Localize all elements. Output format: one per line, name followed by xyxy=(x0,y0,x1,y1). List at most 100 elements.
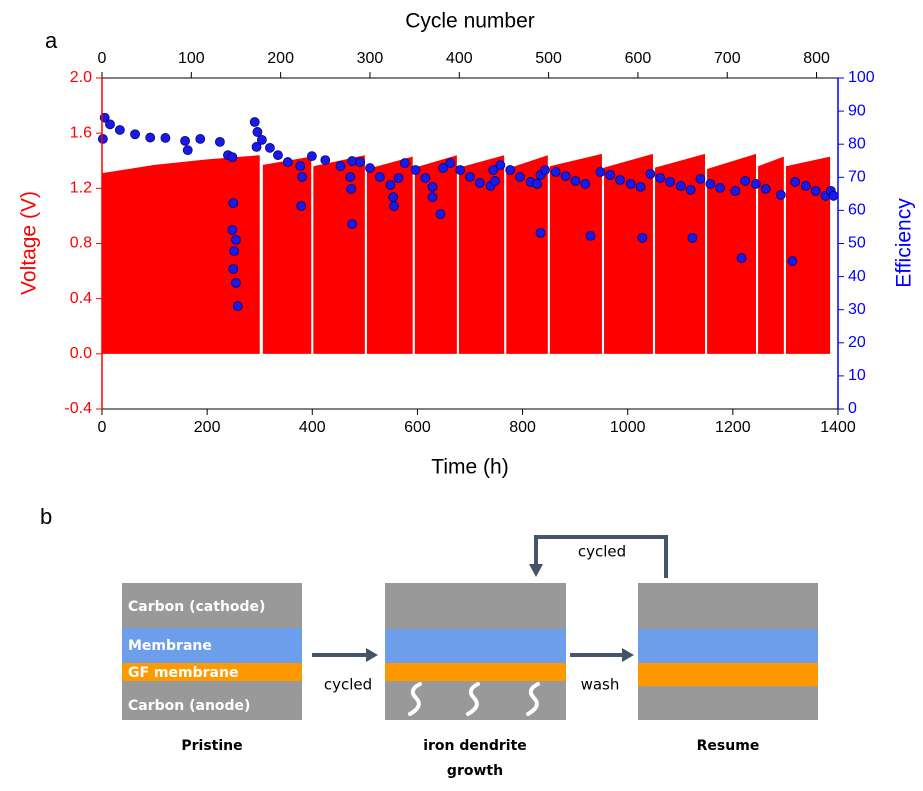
efficiency-point xyxy=(775,189,786,200)
efficiency-point xyxy=(435,209,446,219)
efficiency-point xyxy=(231,277,241,288)
panel-label: b xyxy=(40,504,52,529)
y-tick-label: 0.0 xyxy=(70,345,92,362)
x2-tick-label: 800 xyxy=(803,50,830,67)
x2-tick-label: 600 xyxy=(625,50,652,67)
efficiency-point xyxy=(256,134,267,145)
x-tick-label: 200 xyxy=(194,419,221,436)
x-tick-label: 800 xyxy=(509,419,536,436)
efficiency-point xyxy=(445,158,456,168)
x2-tick-label: 700 xyxy=(714,50,741,67)
layer-gf xyxy=(385,663,566,681)
efficiency-point xyxy=(231,234,241,245)
arrow-label: cycled xyxy=(324,676,372,694)
panel-label: a xyxy=(45,28,58,53)
stage-caption: Pristine xyxy=(181,738,242,754)
efficiency-point xyxy=(399,158,410,168)
efficiency-point xyxy=(97,134,108,144)
efficiency-point xyxy=(393,173,404,183)
diagram: b Carbon (cathode) Membrane GF membrane … xyxy=(40,504,818,779)
layer-membrane xyxy=(385,629,566,663)
x-tick-label: 1200 xyxy=(715,419,751,436)
efficiency-point xyxy=(655,173,666,183)
y-tick-label: 1.6 xyxy=(70,124,92,141)
x-tick-label: 600 xyxy=(404,419,431,436)
x2-tick-label: 100 xyxy=(178,50,205,67)
efficiency-point xyxy=(750,179,761,189)
y-tick-label: 0.8 xyxy=(70,235,92,252)
dendrites xyxy=(408,682,540,716)
x2-tick-label: 300 xyxy=(357,50,384,67)
efficiency-point xyxy=(227,225,238,235)
y2-tick-label: 60 xyxy=(848,202,866,219)
efficiency-point xyxy=(736,253,747,263)
y2-tick-label: 40 xyxy=(848,268,866,285)
efficiency-point xyxy=(355,157,366,167)
efficiency-point xyxy=(685,184,696,195)
efficiency-point xyxy=(273,150,283,161)
efficiency-point xyxy=(585,230,596,241)
y2-tick-label: 0 xyxy=(848,400,857,417)
efficiency-point xyxy=(296,201,307,211)
efficiency-point xyxy=(251,141,262,152)
x-tick-label: 0 xyxy=(98,419,107,436)
efficiency-point xyxy=(388,192,399,203)
efficiency-point xyxy=(535,228,546,238)
layer-label: GF membrane xyxy=(128,665,238,681)
arrow-head xyxy=(622,648,634,662)
efficiency-point xyxy=(637,232,648,243)
efficiency-point xyxy=(715,182,725,193)
efficiency-point xyxy=(595,167,606,177)
efficiency-point xyxy=(215,136,225,147)
efficiency-point xyxy=(282,157,293,167)
stage-caption: iron dendrite xyxy=(423,738,527,754)
efficiency-point xyxy=(675,181,686,191)
efficiency-point xyxy=(385,180,396,190)
efficiency-point xyxy=(605,170,616,180)
y2-axis-title: Efficiency xyxy=(893,198,916,288)
layer-gf xyxy=(638,663,818,686)
x2-tick-label: 500 xyxy=(535,50,562,67)
efficiency-point xyxy=(760,183,771,194)
x2-tick-label: 200 xyxy=(267,50,294,67)
stage-caption: growth xyxy=(447,763,503,779)
efficiency-point xyxy=(295,161,306,171)
layer-label: Carbon (anode) xyxy=(128,698,250,714)
x-tick-label: 1400 xyxy=(820,419,856,436)
efficiency-point xyxy=(410,165,421,175)
efficiency-point xyxy=(345,172,356,182)
y2-tick-label: 70 xyxy=(848,169,866,186)
y2-tick-label: 90 xyxy=(848,102,866,119)
efficiency-point xyxy=(580,179,591,189)
efficiency-point xyxy=(665,177,675,187)
efficiency-point xyxy=(515,172,525,182)
efficiency-point xyxy=(550,167,561,177)
efficiency-point xyxy=(705,179,716,189)
efficiency-point xyxy=(320,155,331,165)
efficiency-point xyxy=(687,232,698,243)
arrow-head xyxy=(366,648,378,662)
efficiency-point xyxy=(490,176,500,186)
efficiency-point xyxy=(114,125,125,135)
efficiency-point xyxy=(249,117,260,127)
efficiency-point xyxy=(790,177,801,187)
layer-cathode xyxy=(638,583,818,629)
efficiency-point xyxy=(810,185,821,196)
efficiency-point xyxy=(160,133,171,143)
efficiency-point xyxy=(560,171,571,181)
efficiency-point xyxy=(828,190,839,201)
voltage-area xyxy=(102,153,831,354)
layer-gf xyxy=(122,663,302,681)
layer-anode xyxy=(638,686,818,720)
efficiency-point xyxy=(227,152,238,163)
efficiency-point xyxy=(180,135,190,146)
efficiency-point xyxy=(265,142,275,153)
efficiency-point xyxy=(455,165,466,175)
loop-arrow xyxy=(534,535,668,578)
layer-label: Carbon (cathode) xyxy=(128,599,265,615)
efficiency-point xyxy=(335,161,346,171)
efficiency-point xyxy=(800,181,811,191)
efficiency-point xyxy=(787,256,798,266)
efficiency-point xyxy=(182,145,193,156)
efficiency-point xyxy=(488,165,499,175)
